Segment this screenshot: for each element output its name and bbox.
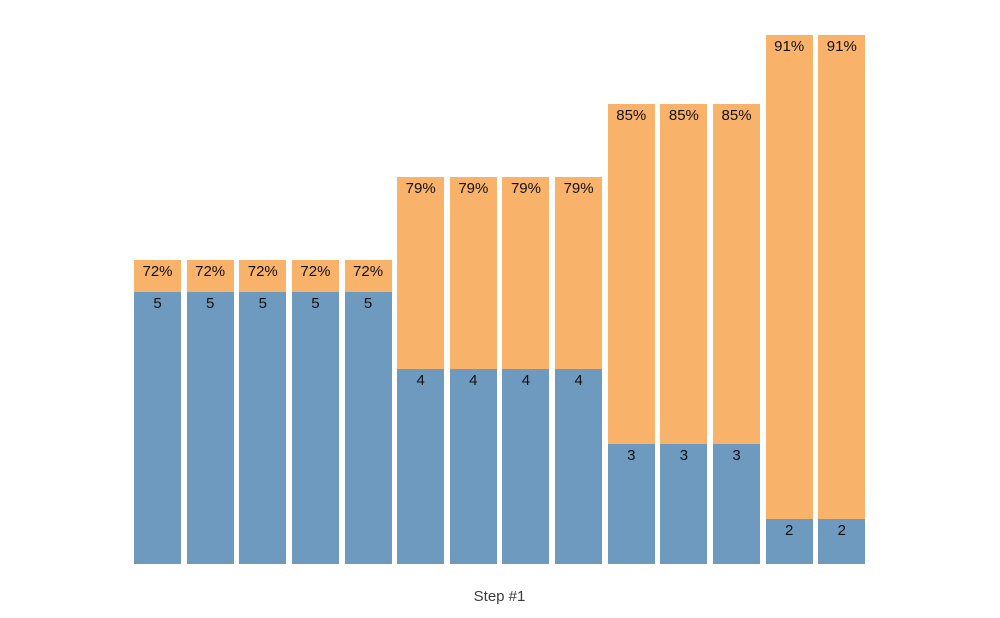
value-label: 5 [205, 295, 215, 312]
bar-bottom-segment: 5 [186, 292, 234, 564]
percent-label: 72% [353, 263, 384, 280]
bar-8: 79% 4 [502, 177, 550, 564]
bar-top-segment: 91% [765, 35, 813, 519]
bar-bottom-segment: 4 [555, 369, 603, 564]
value-label: 5 [363, 295, 373, 312]
percent-label: 72% [142, 263, 173, 280]
percent-label: 72% [300, 263, 331, 280]
bar-top-segment: 79% [397, 177, 445, 369]
percent-label: 91% [826, 38, 857, 55]
bar-bottom-segment: 5 [239, 292, 287, 564]
value-label: 5 [258, 295, 267, 312]
bar-10: 85% 3 [607, 104, 655, 564]
value-label: 5 [311, 295, 320, 312]
bar-12: 85% 3 [713, 104, 761, 564]
bar-top-segment: 72% [239, 260, 287, 292]
percent-label: 85% [616, 107, 647, 124]
x-axis-label: Step #1 [473, 588, 526, 605]
value-label: 4 [416, 372, 425, 389]
bar-top-segment: 85% [607, 104, 655, 444]
percent-label: 72% [247, 263, 278, 280]
bar-2: 72% 5 [186, 260, 234, 564]
percent-label: 79% [458, 180, 489, 197]
bar-top-segment: 79% [555, 177, 603, 369]
bar-top-segment: 72% [186, 260, 234, 292]
bar-14: 91% 2 [818, 35, 866, 564]
bar-6: 79% 4 [397, 177, 445, 564]
bar-bottom-segment: 4 [502, 369, 550, 564]
bar-top-segment: 79% [449, 177, 497, 369]
value-label: 3 [679, 447, 689, 464]
value-label: 4 [469, 372, 478, 389]
percent-label: 72% [195, 263, 226, 280]
bar-bottom-segment: 2 [818, 519, 866, 564]
bar-top-segment: 72% [344, 260, 392, 292]
bar-11: 85% 3 [660, 104, 708, 564]
bar-5: 72% 5 [344, 260, 392, 564]
bar-top-segment: 72% [134, 260, 181, 292]
value-label: 2 [785, 522, 794, 539]
bar-top-segment: 72% [291, 260, 339, 292]
bar-bottom-segment: 4 [449, 369, 497, 564]
bar-3: 72% 5 [239, 260, 287, 564]
bar-4: 72% 5 [291, 260, 339, 564]
percent-label: 79% [510, 180, 541, 197]
bar-top-segment: 85% [660, 104, 708, 444]
bar-top-segment: 79% [502, 177, 550, 369]
percent-label: 85% [668, 107, 699, 124]
percent-label: 79% [563, 180, 594, 197]
bar-bottom-segment: 3 [713, 444, 761, 564]
bar-bottom-segment: 3 [660, 444, 708, 564]
bar-9: 79% 4 [555, 177, 603, 564]
value-label: 2 [837, 522, 846, 539]
bar-top-segment: 91% [818, 35, 866, 519]
percent-label: 91% [774, 38, 805, 55]
percent-label: 79% [405, 180, 436, 197]
bar-bottom-segment: 3 [607, 444, 655, 564]
bar-1: 72% 5 [134, 260, 181, 564]
value-label: 3 [732, 447, 741, 464]
bar-7: 79% 4 [449, 177, 497, 564]
bar-top-segment: 85% [713, 104, 761, 444]
bar-bottom-segment: 5 [344, 292, 392, 564]
value-label: 4 [521, 372, 531, 389]
bar-bottom-segment: 2 [765, 519, 813, 564]
value-label: 5 [153, 295, 162, 312]
bar-bottom-segment: 4 [397, 369, 445, 564]
percent-label: 85% [721, 107, 752, 124]
value-label: 4 [574, 372, 583, 389]
bar-13: 91% 2 [765, 35, 813, 564]
value-label: 3 [627, 447, 636, 464]
bar-bottom-segment: 5 [134, 292, 181, 564]
bar-bottom-segment: 5 [291, 292, 339, 564]
